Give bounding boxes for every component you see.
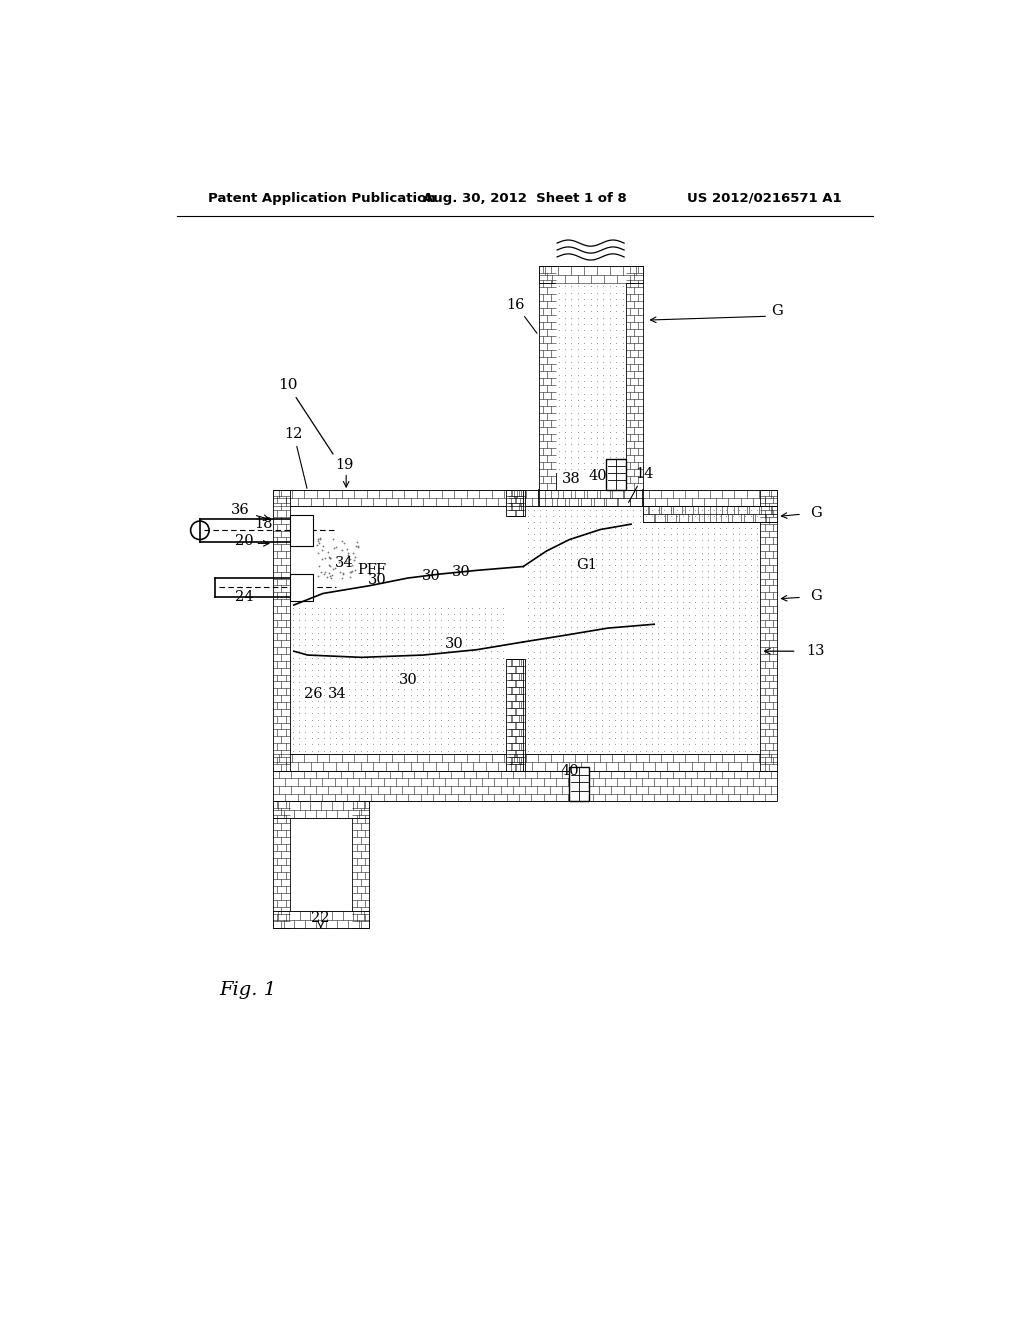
Bar — [539, 267, 643, 284]
Text: 20: 20 — [236, 535, 254, 548]
Bar — [508, 490, 777, 507]
Text: G: G — [810, 506, 821, 520]
Text: G1: G1 — [575, 558, 597, 572]
Text: G: G — [810, 589, 821, 603]
Bar — [761, 490, 777, 771]
Text: 10: 10 — [279, 379, 333, 454]
Text: 22: 22 — [311, 911, 330, 925]
Bar — [569, 767, 590, 801]
Text: 30: 30 — [368, 573, 386, 587]
Text: US 2012/0216571 A1: US 2012/0216571 A1 — [687, 191, 842, 205]
Text: 30: 30 — [444, 636, 463, 651]
Text: F: F — [376, 564, 386, 577]
Bar — [508, 490, 525, 516]
Text: Aug. 30, 2012  Sheet 1 of 8: Aug. 30, 2012 Sheet 1 of 8 — [423, 191, 627, 205]
Bar — [273, 490, 290, 771]
Text: 36: 36 — [231, 503, 250, 517]
Text: Fig. 1: Fig. 1 — [219, 981, 276, 999]
Text: 34: 34 — [335, 556, 354, 570]
Bar — [290, 605, 506, 754]
Bar — [539, 267, 556, 490]
Bar — [539, 490, 643, 507]
Text: 16: 16 — [506, 297, 537, 333]
Text: 30: 30 — [398, 673, 417, 688]
Bar — [508, 754, 777, 771]
Bar — [606, 459, 627, 490]
Text: 34: 34 — [328, 686, 346, 701]
Bar — [290, 515, 313, 545]
Bar — [556, 284, 626, 473]
Text: 40: 40 — [560, 763, 579, 777]
Bar — [290, 574, 313, 601]
Bar — [506, 490, 523, 516]
Text: G: G — [771, 304, 783, 318]
Circle shape — [190, 521, 209, 540]
Text: 12: 12 — [285, 426, 307, 488]
Text: PF: PF — [357, 564, 377, 577]
Text: 18: 18 — [254, 517, 272, 531]
Bar — [273, 801, 370, 818]
Text: 30: 30 — [453, 565, 471, 579]
Bar — [508, 659, 525, 771]
Bar — [643, 507, 777, 521]
Bar — [524, 507, 761, 754]
Text: 24: 24 — [236, 590, 254, 605]
Bar — [643, 507, 777, 521]
Text: 19: 19 — [336, 458, 354, 471]
Text: 14: 14 — [629, 467, 653, 503]
Bar — [626, 267, 643, 490]
Bar — [273, 490, 523, 507]
Text: 30: 30 — [422, 569, 440, 582]
Text: Patent Application Publication: Patent Application Publication — [208, 191, 435, 205]
Bar — [273, 801, 290, 928]
Text: 13: 13 — [807, 644, 825, 659]
Bar — [273, 911, 370, 928]
Text: 38: 38 — [561, 473, 581, 487]
Bar — [273, 771, 777, 801]
Text: 40: 40 — [589, 470, 607, 483]
Bar — [352, 801, 370, 928]
Text: 26: 26 — [304, 686, 323, 701]
Bar — [273, 754, 523, 771]
Bar — [506, 659, 523, 771]
